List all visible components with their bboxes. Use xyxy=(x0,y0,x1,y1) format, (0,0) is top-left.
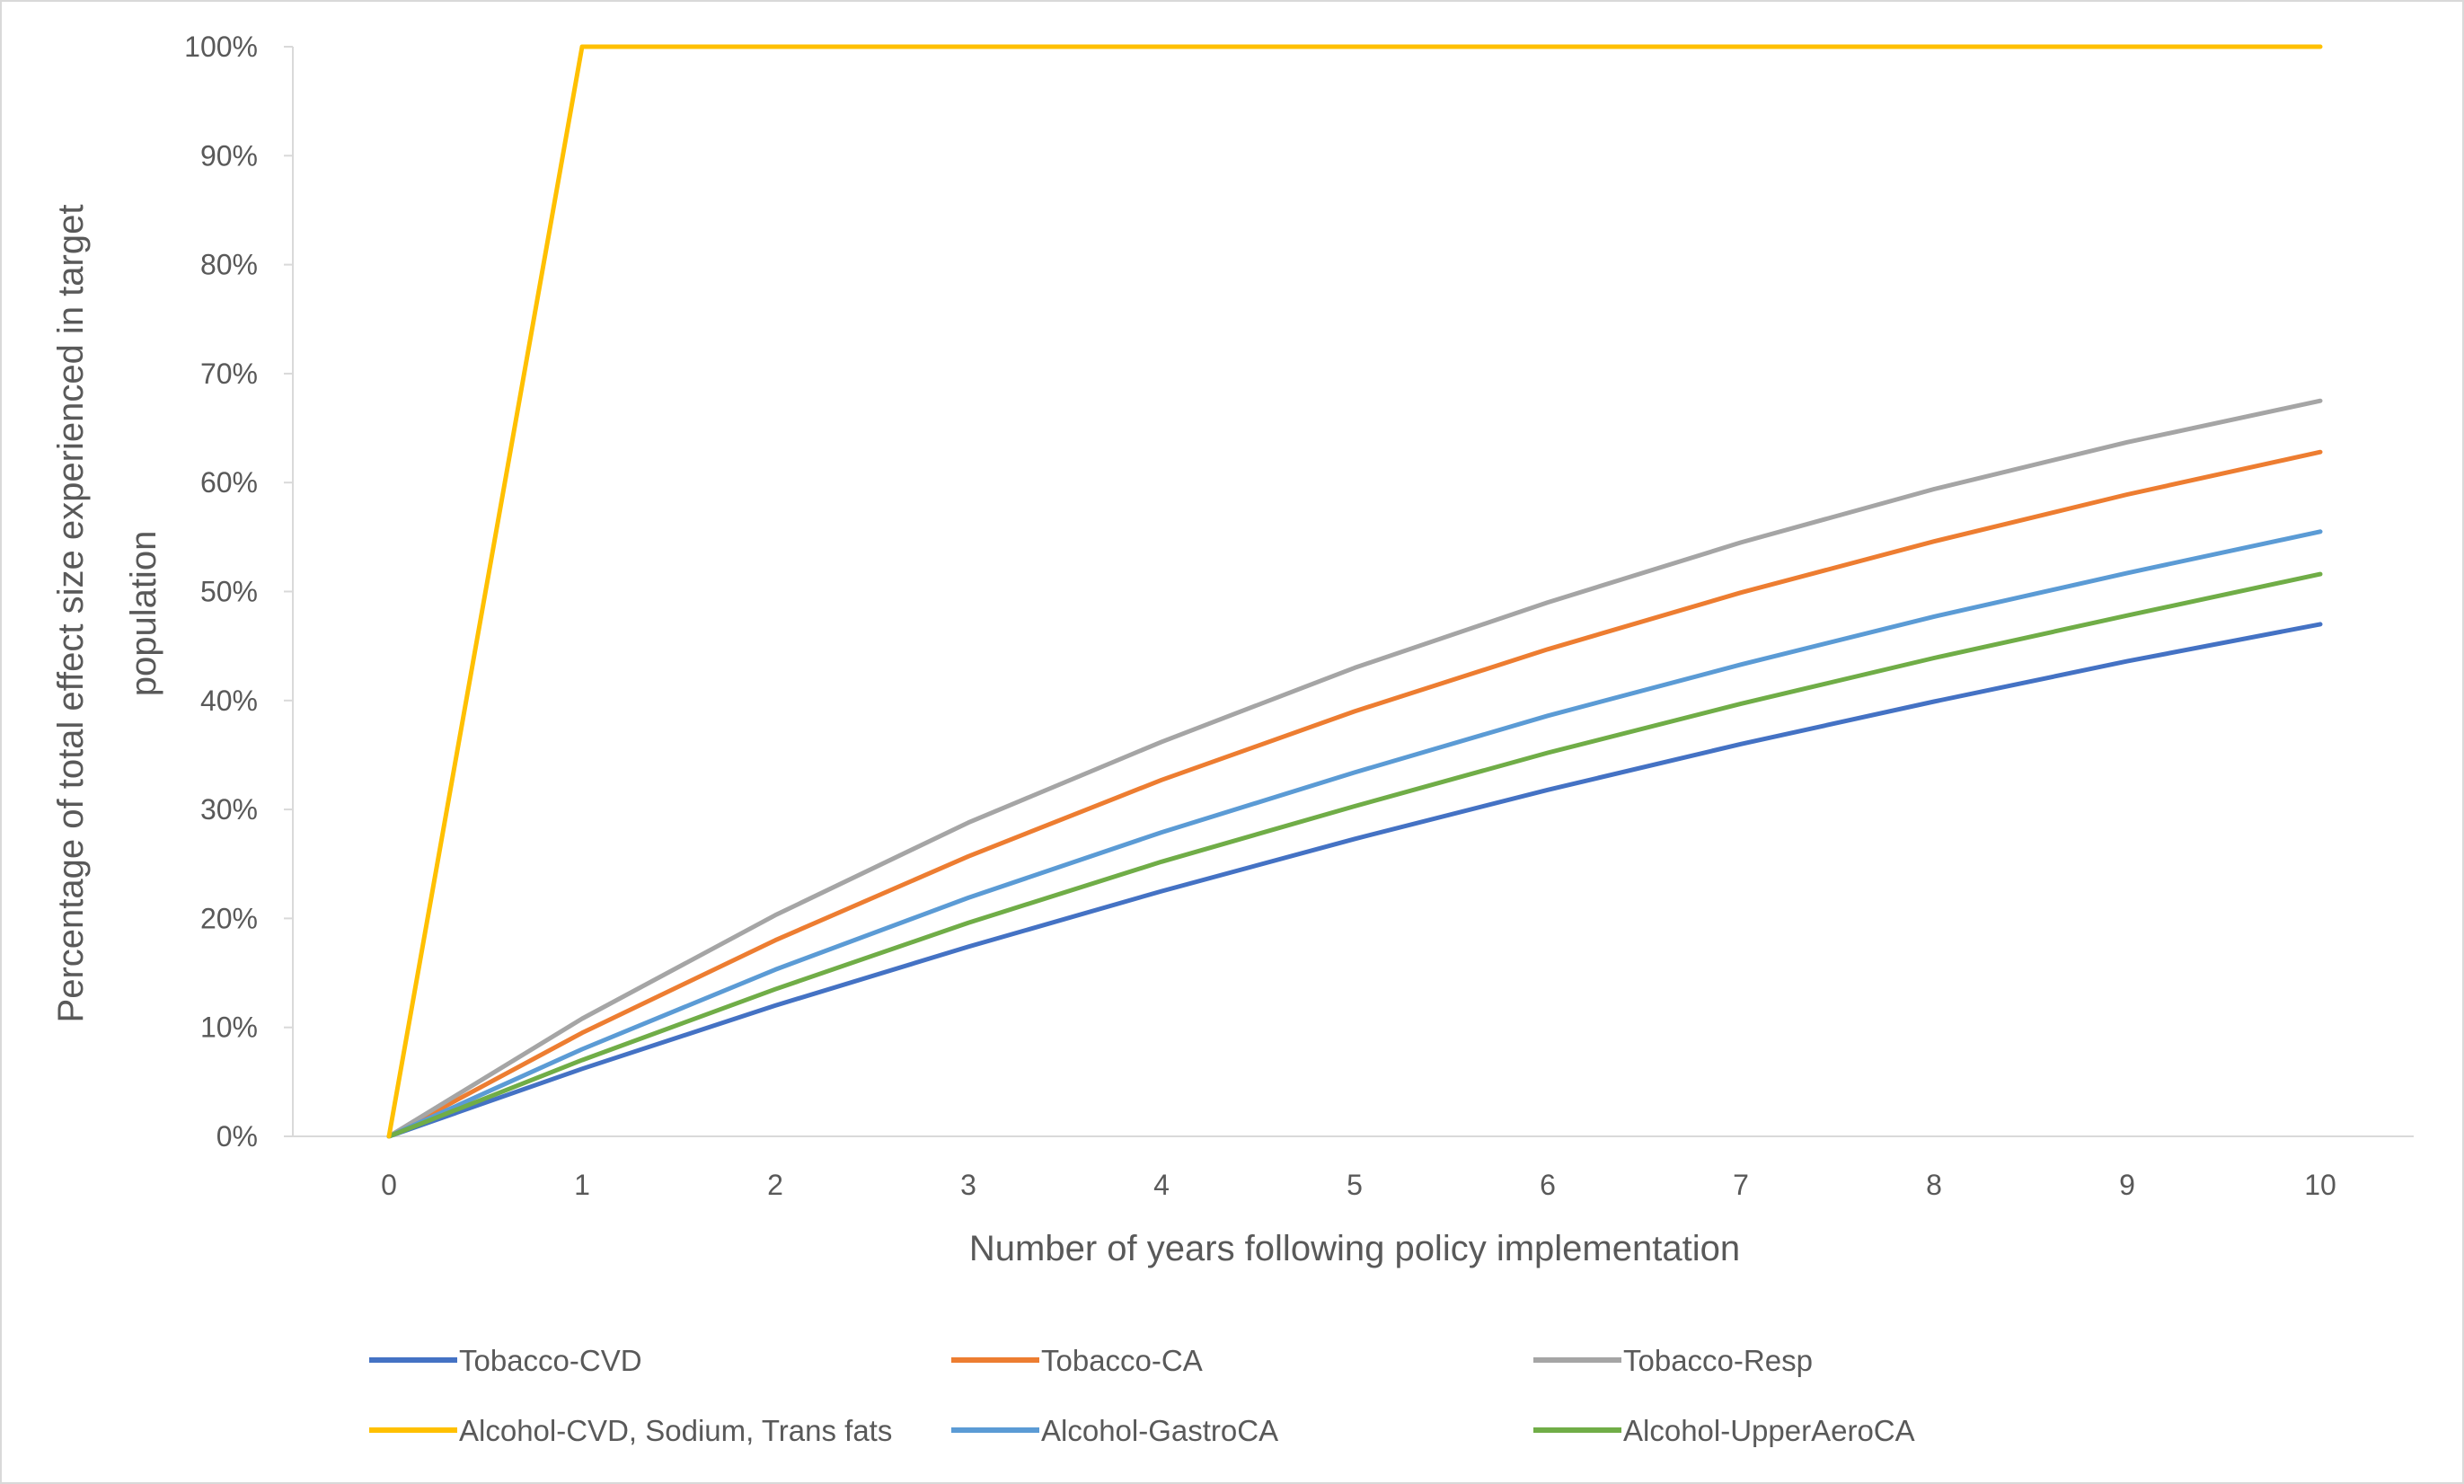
x-tick-label: 10 xyxy=(2304,1169,2336,1201)
y-axis-title: Percentage of total effect size experien… xyxy=(51,205,163,1023)
series-line-alcohol-upperaeroca xyxy=(386,571,2323,1139)
x-axis-ticks: 0 1 2 3 4 5 6 7 8 9 10 xyxy=(381,1169,2336,1201)
x-tick-label: 9 xyxy=(2119,1169,2135,1201)
x-tick-label: 4 xyxy=(1153,1169,1170,1201)
x-tick-label: 7 xyxy=(1733,1169,1749,1201)
y-tick-label: 100% xyxy=(184,31,258,63)
x-tick-label: 1 xyxy=(574,1169,590,1201)
legend-label-tobacco-ca: Tobacco-CA xyxy=(1041,1344,1203,1377)
x-tick-label: 8 xyxy=(1926,1169,1942,1201)
series-line-tobacco-resp xyxy=(386,398,2323,1139)
x-tick-label: 3 xyxy=(960,1169,976,1201)
x-tick-label: 0 xyxy=(381,1169,397,1201)
y-tick-label: 0% xyxy=(216,1120,258,1153)
legend-label-tobacco-cvd: Tobacco-CVD xyxy=(459,1344,642,1377)
series-line-tobacco-cvd xyxy=(386,622,2323,1139)
series-lines xyxy=(386,44,2323,1139)
y-tick-label: 80% xyxy=(200,249,258,281)
y-tick-label: 30% xyxy=(200,793,258,826)
series-line-alcohol-gastroca xyxy=(386,529,2323,1139)
x-axis-title: Number of years following policy impleme… xyxy=(969,1229,1740,1268)
y-tick-label: 40% xyxy=(200,685,258,717)
legend-label-tobacco-resp: Tobacco-Resp xyxy=(1623,1344,1813,1377)
series-line-tobacco-ca xyxy=(386,449,2323,1139)
y-tick-label: 70% xyxy=(200,358,258,390)
legend-label-alcohol-gastroca: Alcohol-GastroCA xyxy=(1041,1414,1278,1447)
x-tick-label: 6 xyxy=(1540,1169,1556,1201)
series-line-alcohol-cvd-sodium-trans-fats xyxy=(386,44,2323,1139)
y-tick-label: 60% xyxy=(200,466,258,499)
legend-label-alcohol-upperaeroca: Alcohol-UpperAeroCA xyxy=(1623,1414,1915,1447)
axes xyxy=(292,47,2414,1137)
y-axis-ticks: 0% 10% 20% 30% 40% 50% 60% 70% 80% 90% 100% xyxy=(184,31,293,1153)
y-tick-label: 50% xyxy=(200,576,258,608)
y-tick-label: 20% xyxy=(200,902,258,934)
x-tick-label: 2 xyxy=(767,1169,783,1201)
legend-label-alcohol-cvd-sodium-trans-fats: Alcohol-CVD, Sodium, Trans fats xyxy=(459,1414,892,1447)
y-tick-label: 90% xyxy=(200,139,258,172)
y-axis-title-line-2: population xyxy=(124,531,163,697)
legend: Tobacco-CVD Tobacco-CA Tobacco-Resp Alcohol… xyxy=(369,1344,1915,1447)
y-tick-label: 10% xyxy=(200,1011,258,1044)
x-tick-label: 5 xyxy=(1347,1169,1363,1201)
y-axis-title-line-1: Percentage of total effect size experien… xyxy=(51,205,91,1023)
